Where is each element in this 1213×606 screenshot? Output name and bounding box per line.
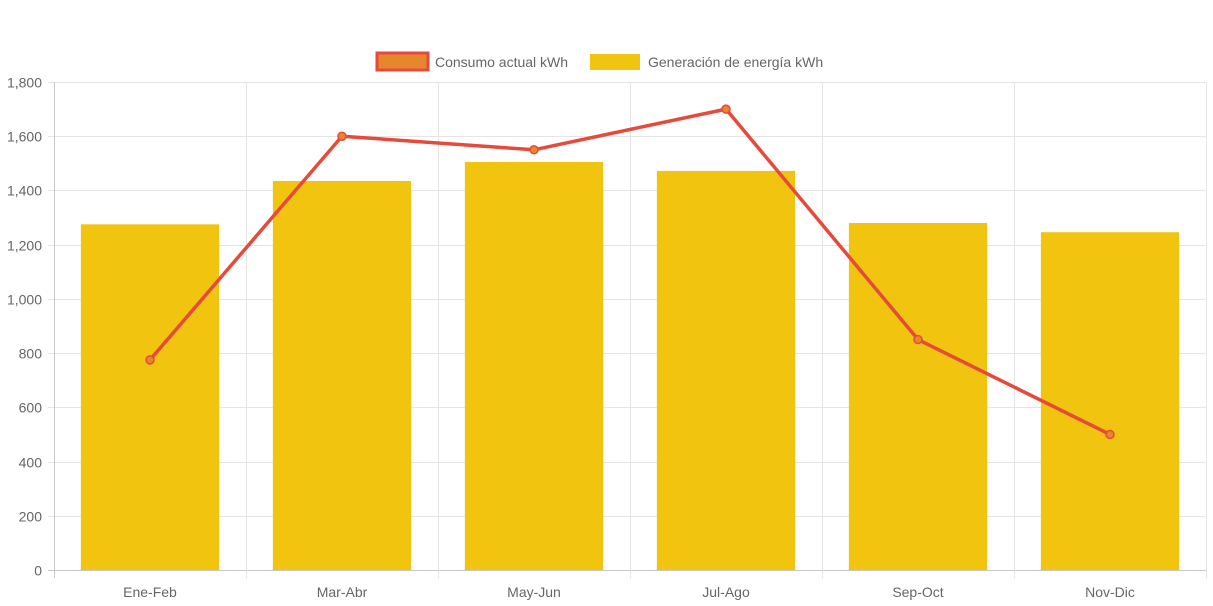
y-tick-label: 1,600 xyxy=(7,129,42,145)
y-tick-label: 1,000 xyxy=(7,292,42,308)
line-point-mar-abr xyxy=(337,131,347,141)
legend[interactable]: Consumo actual kWh Generación de energía … xyxy=(375,51,823,72)
bar-may-jun xyxy=(464,161,604,570)
line-point-nov-dic xyxy=(1105,429,1115,440)
y-tick-label: 600 xyxy=(19,400,43,416)
x-tick-label: Ene-Feb xyxy=(123,584,177,600)
legend-swatch-generacion xyxy=(590,54,640,70)
bar-ene-feb xyxy=(80,224,220,571)
line-point-may-jun xyxy=(529,145,539,155)
y-tick-label: 200 xyxy=(19,509,43,525)
line-series xyxy=(145,104,1115,440)
y-tick-label: 1,400 xyxy=(7,183,42,199)
bar-sep-oct xyxy=(848,222,988,570)
x-tick-label: Sep-Oct xyxy=(892,584,943,600)
bar-series xyxy=(80,161,1180,571)
y-tick-label: 800 xyxy=(19,346,43,362)
y-tick-label: 1,800 xyxy=(7,75,42,91)
legend-label-consumo: Consumo actual kWh xyxy=(435,54,568,70)
consumption-line xyxy=(148,107,1111,437)
legend-label-generacion: Generación de energía kWh xyxy=(648,54,823,70)
y-tick-label: 0 xyxy=(34,563,42,579)
line-point-jul-ago xyxy=(721,104,731,114)
x-tick-label: May-Jun xyxy=(507,584,561,600)
tick-labels: 0 200 400 600 800 1,000 1,200 1,400 1,600 1,800 En… xyxy=(7,75,1135,601)
line-point-sep-oct xyxy=(913,334,923,345)
y-tick-label: 1,200 xyxy=(7,238,42,254)
x-tick-label: Jul-Ago xyxy=(702,584,750,600)
bar-mar-abr xyxy=(272,180,412,570)
x-tick-label: Nov-Dic xyxy=(1085,584,1135,600)
bar-nov-dic xyxy=(1040,232,1180,570)
legend-swatch-consumo xyxy=(375,51,430,72)
line-point-ene-feb xyxy=(145,355,155,365)
grid-lines xyxy=(48,82,1207,578)
x-tick-label: Mar-Abr xyxy=(317,584,368,600)
y-tick-label: 400 xyxy=(19,455,43,471)
bar-jul-ago xyxy=(656,170,796,570)
